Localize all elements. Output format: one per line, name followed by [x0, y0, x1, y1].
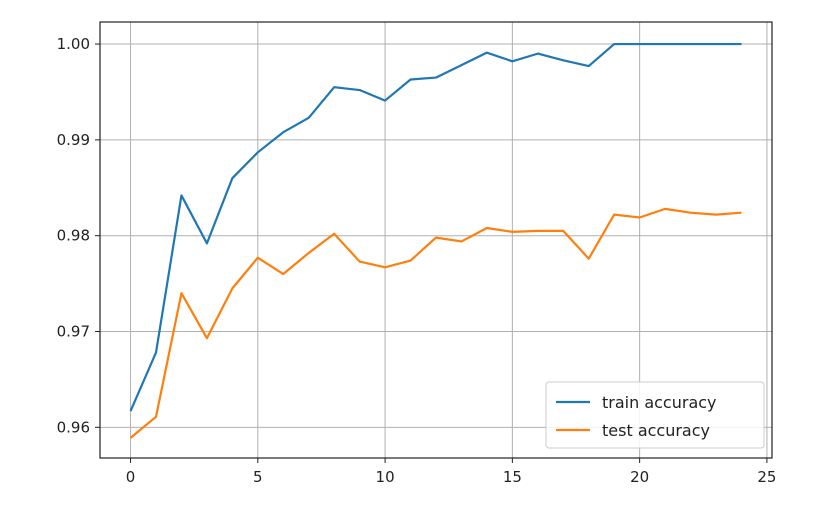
grid-lines: [100, 22, 772, 458]
series-lines: [129, 42, 742, 439]
series-line-test-accuracy: [129, 207, 742, 439]
series-line-train-accuracy: [129, 42, 742, 412]
x-tick-label: 15: [503, 468, 522, 486]
axis-ticks: 0 5 10 15 20 25 0.96 0.97 0.98 0.99 1.00: [57, 35, 777, 486]
y-tick-label: 0.99: [57, 131, 90, 149]
x-tick-label: 25: [757, 468, 776, 486]
legend-label-test-accuracy: test accuracy: [602, 421, 710, 440]
legend: train accuracy test accuracy: [545, 381, 765, 449]
y-tick-label: 0.96: [57, 418, 90, 436]
y-tick-label: 0.98: [57, 227, 90, 245]
y-tick-label: 1.00: [57, 35, 90, 53]
legend-box: [545, 381, 765, 449]
x-tick-label: 20: [630, 468, 649, 486]
x-tick-label: 10: [376, 468, 395, 486]
legend-label-train-accuracy: train accuracy: [602, 393, 717, 412]
y-tick-label: 0.97: [57, 323, 90, 341]
plot-frame: [99, 21, 773, 459]
x-tick-label: 5: [253, 468, 263, 486]
x-tick-label: 0: [126, 468, 136, 486]
